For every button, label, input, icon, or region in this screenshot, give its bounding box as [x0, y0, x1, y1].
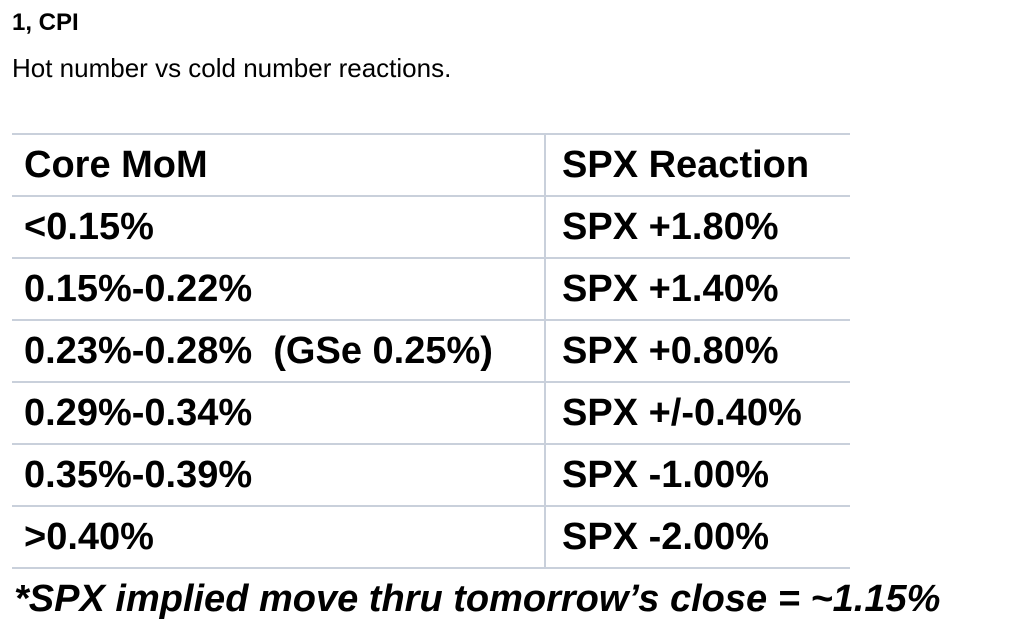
spx-reaction-cell: SPX -1.00% — [545, 444, 850, 507]
page-subheading: Hot number vs cold number reactions. — [12, 53, 452, 83]
core-mom-cell: >0.40% — [12, 506, 546, 569]
table-row: >0.40% SPX -2.00% — [12, 506, 850, 569]
page-heading: 1, CPI — [12, 9, 79, 36]
table-row: 0.23%-0.28% (GSe 0.25%) SPX +0.80% — [12, 320, 850, 383]
core-mom-cell: 0.23%-0.28% (GSe 0.25%) — [12, 320, 546, 383]
spx-reaction-cell: SPX +1.80% — [545, 196, 850, 259]
table-row: 0.15%-0.22% SPX +1.40% — [12, 258, 850, 321]
table-header-row: Core MoM SPX Reaction — [12, 134, 850, 197]
table-row: 0.35%-0.39% SPX -1.00% — [12, 444, 850, 507]
core-mom-cell: 0.15%-0.22% — [12, 258, 546, 321]
column-header-core-mom: Core MoM — [12, 134, 546, 197]
cpi-reaction-table: Core MoM SPX Reaction <0.15% SPX +1.80% … — [12, 133, 850, 569]
core-mom-cell: <0.15% — [12, 196, 546, 259]
core-mom-cell: 0.29%-0.34% — [12, 382, 546, 445]
implied-move-footnote: *SPX implied move thru tomorrow’s close … — [14, 578, 941, 620]
spx-reaction-cell: SPX +1.40% — [545, 258, 850, 321]
spx-reaction-cell: SPX -2.00% — [545, 506, 850, 569]
table-row: 0.29%-0.34% SPX +/-0.40% — [12, 382, 850, 445]
table-row: <0.15% SPX +1.80% — [12, 196, 850, 259]
spx-reaction-cell: SPX +0.80% — [545, 320, 850, 383]
column-header-spx-reaction: SPX Reaction — [545, 134, 850, 197]
core-mom-cell: 0.35%-0.39% — [12, 444, 546, 507]
spx-reaction-cell: SPX +/-0.40% — [545, 382, 850, 445]
